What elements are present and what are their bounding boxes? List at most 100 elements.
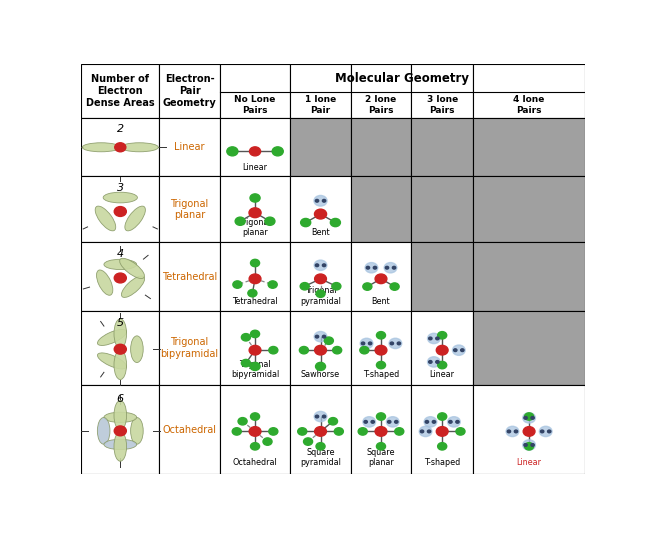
Bar bbox=[159, 385, 220, 474]
Bar bbox=[351, 118, 411, 176]
Circle shape bbox=[385, 266, 389, 269]
Bar bbox=[411, 176, 473, 243]
Text: 4: 4 bbox=[117, 249, 124, 260]
Circle shape bbox=[315, 362, 326, 370]
Circle shape bbox=[389, 338, 402, 349]
Circle shape bbox=[448, 417, 460, 427]
Circle shape bbox=[248, 289, 257, 297]
Text: Trigonal
bipyramidal: Trigonal bipyramidal bbox=[161, 337, 218, 359]
Text: Trigonal
bipyramidal: Trigonal bipyramidal bbox=[231, 360, 279, 379]
Bar bbox=[159, 64, 220, 118]
Circle shape bbox=[395, 427, 404, 435]
Ellipse shape bbox=[95, 206, 116, 231]
Text: Bent: Bent bbox=[372, 296, 390, 305]
Circle shape bbox=[421, 430, 424, 433]
Text: 4 lone
Pairs: 4 lone Pairs bbox=[514, 95, 545, 115]
Circle shape bbox=[376, 332, 385, 339]
Circle shape bbox=[314, 332, 327, 342]
Circle shape bbox=[263, 438, 272, 445]
Bar bbox=[473, 311, 585, 385]
Circle shape bbox=[384, 263, 397, 273]
Circle shape bbox=[436, 360, 439, 364]
Circle shape bbox=[322, 415, 326, 418]
Text: Linear: Linear bbox=[430, 370, 455, 379]
Text: Linear: Linear bbox=[517, 458, 541, 467]
Bar bbox=[220, 385, 291, 474]
Circle shape bbox=[363, 417, 376, 427]
Bar bbox=[473, 176, 585, 243]
Bar bbox=[351, 311, 411, 385]
Circle shape bbox=[322, 335, 326, 338]
Circle shape bbox=[531, 443, 534, 446]
Circle shape bbox=[233, 281, 242, 288]
Circle shape bbox=[333, 346, 342, 354]
Circle shape bbox=[227, 147, 238, 156]
Circle shape bbox=[249, 345, 261, 355]
Circle shape bbox=[300, 282, 309, 290]
Bar bbox=[220, 243, 291, 311]
Text: 3: 3 bbox=[117, 183, 124, 193]
Bar bbox=[351, 64, 411, 118]
Circle shape bbox=[428, 333, 440, 344]
Text: Electron-
Pair
Geometry: Electron- Pair Geometry bbox=[162, 75, 216, 108]
Circle shape bbox=[114, 426, 126, 436]
Circle shape bbox=[461, 349, 464, 352]
Circle shape bbox=[322, 264, 326, 266]
Circle shape bbox=[249, 208, 261, 217]
Bar bbox=[291, 311, 351, 385]
Bar bbox=[291, 64, 351, 118]
Circle shape bbox=[393, 266, 396, 269]
Circle shape bbox=[507, 430, 511, 433]
Text: 3 lone
Pairs: 3 lone Pairs bbox=[426, 95, 458, 115]
Circle shape bbox=[358, 427, 367, 435]
Circle shape bbox=[315, 335, 318, 338]
Circle shape bbox=[366, 266, 370, 269]
Bar bbox=[411, 385, 473, 474]
Circle shape bbox=[390, 342, 393, 345]
Circle shape bbox=[235, 217, 245, 225]
Circle shape bbox=[314, 260, 327, 270]
Bar bbox=[81, 118, 159, 176]
Circle shape bbox=[429, 337, 432, 340]
Text: Trigonal
planar: Trigonal planar bbox=[170, 199, 209, 220]
Circle shape bbox=[330, 219, 341, 227]
Circle shape bbox=[249, 426, 261, 436]
Circle shape bbox=[268, 281, 277, 288]
Circle shape bbox=[541, 430, 544, 433]
Circle shape bbox=[361, 342, 365, 345]
Circle shape bbox=[452, 345, 465, 356]
Ellipse shape bbox=[83, 143, 120, 152]
Circle shape bbox=[523, 413, 536, 423]
Circle shape bbox=[375, 274, 387, 284]
Text: Sawhorse: Sawhorse bbox=[301, 370, 340, 379]
Circle shape bbox=[419, 426, 432, 437]
Ellipse shape bbox=[98, 417, 110, 444]
Text: Tetrahedral: Tetrahedral bbox=[162, 272, 217, 282]
Circle shape bbox=[360, 346, 369, 354]
Bar bbox=[81, 385, 159, 474]
Bar bbox=[291, 118, 351, 176]
Circle shape bbox=[269, 346, 278, 354]
Ellipse shape bbox=[104, 412, 136, 423]
Circle shape bbox=[454, 349, 457, 352]
Text: 5: 5 bbox=[117, 318, 124, 328]
Circle shape bbox=[250, 362, 260, 370]
Circle shape bbox=[429, 360, 432, 364]
Bar bbox=[159, 243, 220, 311]
Circle shape bbox=[365, 263, 378, 273]
Circle shape bbox=[436, 337, 439, 340]
Text: Square
planar: Square planar bbox=[367, 448, 395, 467]
Circle shape bbox=[314, 196, 327, 206]
Circle shape bbox=[250, 442, 259, 450]
Bar bbox=[411, 243, 473, 311]
Circle shape bbox=[437, 442, 447, 450]
Circle shape bbox=[456, 427, 465, 435]
Circle shape bbox=[376, 361, 385, 369]
Circle shape bbox=[238, 417, 247, 425]
Circle shape bbox=[114, 273, 126, 283]
Ellipse shape bbox=[103, 192, 137, 203]
Bar bbox=[81, 243, 159, 311]
Bar bbox=[291, 243, 351, 311]
Circle shape bbox=[300, 346, 309, 354]
Text: Number of
Electron
Dense Areas: Number of Electron Dense Areas bbox=[86, 75, 155, 108]
